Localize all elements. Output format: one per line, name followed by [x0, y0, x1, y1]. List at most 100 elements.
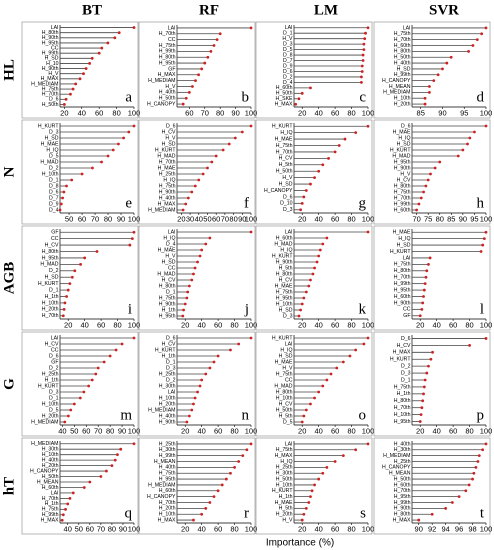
dot: [300, 420, 304, 424]
x-tick-label: 20: [298, 108, 306, 117]
category-label: D_8: [283, 52, 293, 58]
category-label: H_MAX: [41, 518, 59, 524]
dot: [73, 269, 77, 273]
category-label: H_50th: [159, 96, 176, 102]
dot: [422, 385, 426, 389]
dot: [116, 453, 119, 457]
category-label: D_3: [49, 389, 59, 395]
x-tick-label: 60: [331, 524, 339, 533]
panel-frame: [21, 437, 139, 535]
category-label: H_10th: [42, 452, 59, 458]
dot: [321, 384, 325, 388]
dot: [58, 208, 62, 212]
dot: [484, 26, 488, 30]
dot: [341, 360, 345, 364]
category-label: H_MEAN: [389, 471, 411, 477]
dot: [87, 384, 91, 388]
dot: [419, 196, 423, 200]
dot: [117, 142, 120, 146]
category-label: H_40th: [159, 413, 176, 419]
category-label: H_60th: [276, 235, 293, 241]
dot: [88, 62, 91, 65]
dot: [229, 348, 232, 352]
category-label: H_60th: [394, 294, 411, 300]
dot: [422, 392, 425, 396]
x-tick-label: 60: [331, 108, 339, 117]
category-label: H_95th: [42, 40, 59, 46]
category-label: H_90th: [159, 419, 176, 425]
panel-frame: [21, 225, 139, 331]
dot: [304, 506, 308, 510]
dot: [471, 477, 474, 481]
panel-frame: [255, 437, 373, 535]
x-tick-label: 60: [78, 214, 86, 223]
dot: [429, 172, 432, 176]
dot: [422, 190, 425, 194]
dot: [343, 137, 347, 141]
x-tick-label: 20: [64, 320, 72, 329]
dot: [325, 465, 329, 469]
category-label: H_95th: [159, 313, 176, 319]
x-tick-label: 20: [416, 320, 424, 329]
dot: [59, 202, 63, 206]
category-label: CC: [51, 45, 59, 51]
dot: [480, 32, 484, 36]
category-label: H_10th: [159, 395, 176, 401]
dot: [74, 82, 78, 86]
category-label: H_SD: [397, 242, 411, 248]
x-tick-label: 100: [480, 320, 493, 329]
dot: [82, 72, 85, 76]
dot: [468, 136, 472, 140]
dot: [203, 61, 207, 65]
x-tick-label: 75: [424, 214, 432, 223]
dot: [466, 142, 469, 146]
category-label: H_SD: [279, 307, 293, 313]
x-tick-label: 40: [80, 320, 88, 329]
x-tick-label: 80: [347, 320, 355, 329]
category-label: H_90th: [42, 66, 59, 72]
x-tick-label: 60: [214, 524, 222, 533]
dot: [185, 296, 189, 300]
category-label: H_MEDIAM: [148, 407, 175, 413]
category-label: H_80th: [276, 271, 293, 277]
dot: [249, 26, 253, 30]
category-label: D_2: [49, 365, 59, 371]
dot: [341, 454, 345, 458]
dot: [363, 37, 367, 41]
category-label: H_75th: [159, 183, 176, 189]
category-label: H_SKE: [275, 96, 293, 102]
category-label: H_SD: [279, 353, 293, 359]
x-tick-label: 60: [331, 426, 339, 435]
category-label: LAI: [168, 229, 176, 235]
dot: [366, 442, 370, 446]
x-tick-label: 80: [108, 524, 116, 533]
dot: [430, 512, 434, 516]
category-label: D_5: [283, 47, 293, 53]
x-tick-label: 20: [177, 214, 185, 223]
dot: [362, 342, 366, 346]
dot: [200, 248, 204, 252]
x-tick-label: 50: [65, 214, 73, 223]
x-tick-label: 80: [347, 524, 355, 533]
dot: [187, 284, 191, 288]
dot: [99, 475, 103, 478]
category-label: H_KURT: [390, 147, 411, 153]
category-label: H_SD: [162, 259, 176, 265]
category-label: H_95th: [159, 60, 176, 66]
dot: [456, 154, 460, 158]
category-label: GF: [403, 313, 410, 319]
category-label: H_50th: [394, 476, 411, 482]
dot: [63, 301, 67, 305]
dot: [209, 49, 213, 53]
dot: [233, 136, 237, 140]
category-label: H_IQ: [398, 236, 410, 242]
dot: [420, 406, 424, 410]
dot: [212, 495, 216, 499]
dot: [200, 378, 204, 382]
category-label: D_3: [401, 370, 411, 376]
dot: [190, 190, 194, 194]
dot: [192, 518, 195, 522]
dot: [297, 97, 301, 101]
category-label: H_KURT: [272, 488, 293, 494]
x-tick-label: 100: [480, 108, 493, 117]
